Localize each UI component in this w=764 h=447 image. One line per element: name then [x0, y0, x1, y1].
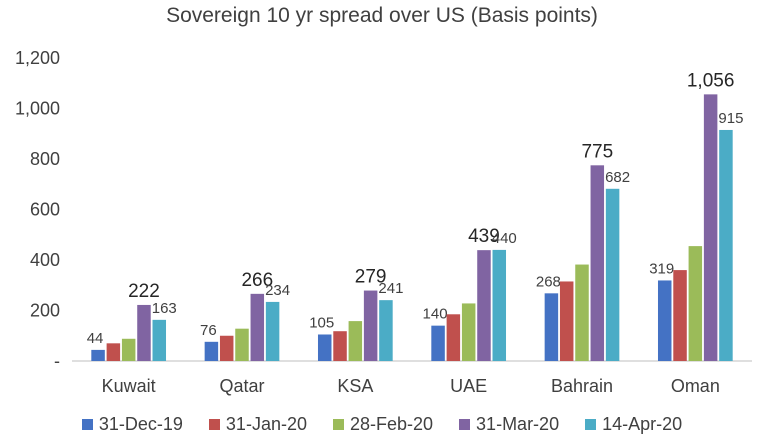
- data-label: 439: [468, 226, 500, 247]
- data-label: 682: [605, 169, 630, 186]
- bar-31-dec-19-qatar: [204, 341, 219, 361]
- bar-28-feb-20-uae: [461, 303, 476, 361]
- data-label: 44: [87, 330, 104, 347]
- data-label: 105: [309, 314, 334, 331]
- data-label: 140: [423, 306, 448, 323]
- bar-14-apr-20-uae: [492, 249, 507, 361]
- bar-28-feb-20-kuwait: [121, 338, 136, 361]
- legend-label: 14-Apr-20: [602, 414, 683, 434]
- data-label: 775: [581, 141, 613, 162]
- legend-label: 31-Jan-20: [225, 414, 307, 434]
- chart-legend: 31-Dec-19 31-Jan-20 28-Feb-20 31-Mar-20 14-A…: [0, 414, 764, 435]
- bar-31-dec-19-uae: [431, 325, 445, 361]
- legend-item: 14-Apr-20: [585, 414, 682, 435]
- category-label: Oman: [671, 376, 720, 396]
- y-tick-label: -: [54, 351, 60, 371]
- category-label: KSA: [337, 376, 373, 396]
- bar-31-dec-19-bahrain: [544, 293, 559, 361]
- legend-item: 31-Mar-20: [459, 414, 559, 435]
- legend-label: 31-Mar-20: [476, 414, 560, 434]
- y-tick-label: 1,000: [15, 99, 60, 119]
- bar-14-apr-20-oman: [719, 129, 733, 361]
- bar-31-jan-20-kuwait: [106, 343, 121, 361]
- bar-28-feb-20-qatar: [235, 328, 249, 361]
- data-label: 1,056: [687, 70, 735, 91]
- bar-31-jan-20-ksa: [333, 331, 347, 361]
- bar-31-jan-20-oman: [673, 270, 687, 361]
- legend-swatch: [81, 419, 93, 430]
- data-label: 222: [128, 281, 160, 302]
- data-label: 268: [536, 273, 561, 290]
- data-label: 241: [378, 280, 403, 297]
- data-label: 319: [649, 260, 674, 277]
- y-tick-label: 200: [30, 301, 60, 321]
- bar-31-mar-20-kuwait: [137, 304, 151, 361]
- data-label: 163: [152, 300, 177, 317]
- bar-28-feb-20-bahrain: [575, 264, 589, 361]
- data-label: 76: [200, 322, 217, 339]
- data-label: 234: [265, 282, 290, 299]
- bar-31-mar-20-bahrain: [590, 165, 605, 361]
- y-tick-label: 600: [30, 200, 60, 220]
- category-label: UAE: [450, 376, 487, 396]
- category-label: Kuwait: [102, 376, 156, 396]
- bar-31-mar-20-qatar: [250, 293, 265, 361]
- legend-label: 28-Feb-20: [349, 414, 434, 434]
- data-label: 266: [241, 270, 273, 291]
- legend-swatch: [332, 419, 344, 430]
- bar-14-apr-20-kuwait: [152, 319, 167, 361]
- bar-31-dec-19-ksa: [317, 334, 332, 361]
- bar-31-jan-20-bahrain: [559, 281, 574, 361]
- bar-14-apr-20-ksa: [379, 300, 393, 361]
- bar-31-dec-19-kuwait: [91, 349, 105, 361]
- bar-31-jan-20-uae: [446, 314, 461, 361]
- y-tick-label: 1,200: [15, 48, 60, 68]
- chart-title: Sovereign 10 yr spread over US (Basis po…: [166, 4, 598, 27]
- data-label: 915: [718, 110, 743, 127]
- bar-31-mar-20-uae: [477, 250, 491, 361]
- bar-14-apr-20-bahrain: [605, 188, 620, 361]
- y-tick-label: 400: [30, 250, 60, 270]
- legend-item: 31-Jan-20: [208, 414, 307, 435]
- bar-28-feb-20-oman: [688, 246, 703, 361]
- y-tick-label: 800: [30, 149, 60, 169]
- data-label: 279: [355, 267, 387, 288]
- data-label: 440: [492, 230, 517, 247]
- legend-label: 31-Dec-19: [98, 414, 183, 434]
- bar-31-dec-19-oman: [657, 280, 672, 361]
- bar-14-apr-20-qatar: [265, 301, 280, 361]
- legend-item: 31-Dec-19: [81, 414, 183, 435]
- category-label: Bahrain: [551, 376, 613, 396]
- legend-swatch: [208, 419, 220, 430]
- bar-28-feb-20-ksa: [348, 321, 363, 361]
- bar-31-jan-20-qatar: [219, 335, 234, 361]
- legend-item: 28-Feb-20: [332, 414, 434, 435]
- bar-31-mar-20-oman: [703, 94, 718, 362]
- legend-swatch: [585, 419, 597, 430]
- category-label: Qatar: [219, 376, 264, 396]
- bar-31-mar-20-ksa: [363, 290, 378, 361]
- legend-swatch: [459, 419, 471, 430]
